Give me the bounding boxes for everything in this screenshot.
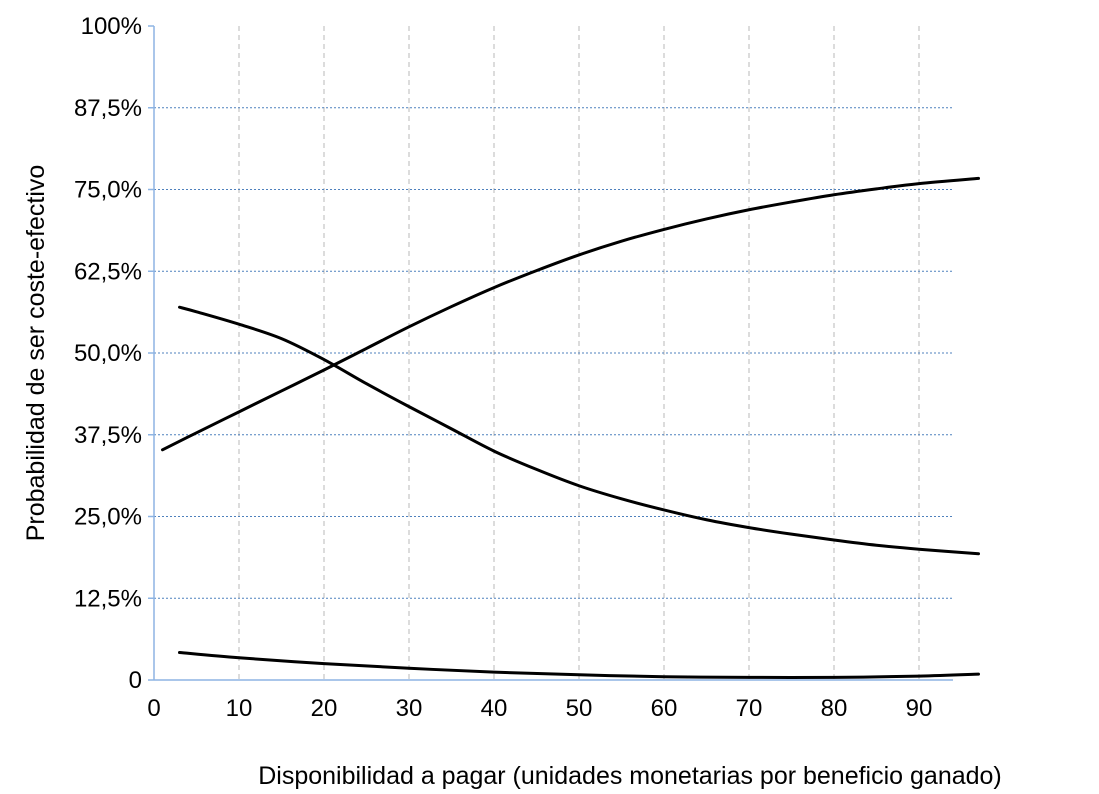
series-line-1 bbox=[161, 176, 980, 452]
y-tick-label: 62,5% bbox=[74, 258, 142, 285]
label-layer: 0 12,5% 25,0% 37,5% 50,0% 62,5% 75,0% 87,5% 100%… bbox=[74, 13, 932, 722]
x-tick-label: 30 bbox=[396, 695, 423, 722]
x-tick-label: 70 bbox=[736, 695, 763, 722]
x-tick-label: 50 bbox=[566, 695, 593, 722]
x-tick-label: 60 bbox=[651, 695, 678, 722]
series-line-3 bbox=[178, 651, 980, 680]
y-tick-label: 50,0% bbox=[74, 340, 142, 367]
y-axis-title: Probabilidad de ser coste-efectivo bbox=[22, 165, 50, 542]
series-layer bbox=[161, 176, 980, 680]
x-axis-title: Disponibilidad a pagar (unidades monetar… bbox=[258, 762, 1002, 790]
x-tick-label: 10 bbox=[226, 695, 253, 722]
y-tick-label: 0 bbox=[129, 667, 142, 694]
x-tick-label: 40 bbox=[481, 695, 508, 722]
x-tick-label: 90 bbox=[906, 695, 933, 722]
y-tick-label: 25,0% bbox=[74, 504, 142, 531]
x-tick-label: 80 bbox=[821, 695, 848, 722]
y-tick-label: 12,5% bbox=[74, 585, 142, 612]
x-tick-label: 0 bbox=[147, 695, 160, 722]
series-line-2 bbox=[178, 305, 980, 556]
y-tick-label: 37,5% bbox=[74, 422, 142, 449]
x-tick-label: 20 bbox=[311, 695, 338, 722]
grid-layer bbox=[154, 26, 953, 680]
y-tick-label: 100% bbox=[81, 13, 142, 40]
y-tick-label: 87,5% bbox=[74, 95, 142, 122]
axis-layer bbox=[148, 25, 953, 681]
y-tick-label: 75,0% bbox=[74, 177, 142, 204]
